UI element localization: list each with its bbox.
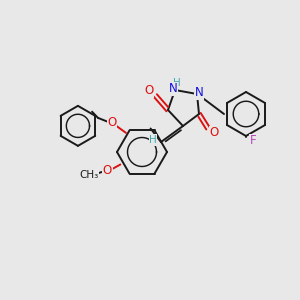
Text: N: N [169, 82, 177, 95]
Text: H: H [173, 78, 181, 88]
Text: O: O [144, 85, 154, 98]
Text: O: O [107, 116, 117, 129]
Text: O: O [103, 164, 112, 177]
Text: O: O [209, 127, 219, 140]
Text: F: F [250, 134, 256, 148]
Text: N: N [195, 86, 203, 100]
Text: H: H [149, 135, 157, 145]
Text: CH₃: CH₃ [80, 170, 99, 181]
